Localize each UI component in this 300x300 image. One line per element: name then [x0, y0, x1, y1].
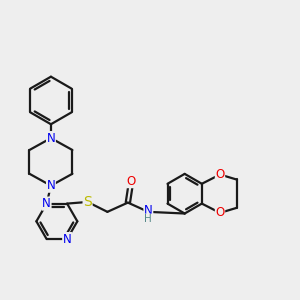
Text: O: O — [215, 168, 225, 181]
Text: O: O — [127, 175, 136, 188]
Text: N: N — [63, 232, 71, 246]
Text: H: H — [145, 214, 152, 224]
Text: N: N — [144, 204, 153, 217]
Text: O: O — [215, 206, 225, 219]
Text: S: S — [83, 195, 92, 209]
Text: N: N — [46, 132, 55, 145]
Text: N: N — [46, 179, 55, 192]
Text: N: N — [42, 197, 51, 210]
